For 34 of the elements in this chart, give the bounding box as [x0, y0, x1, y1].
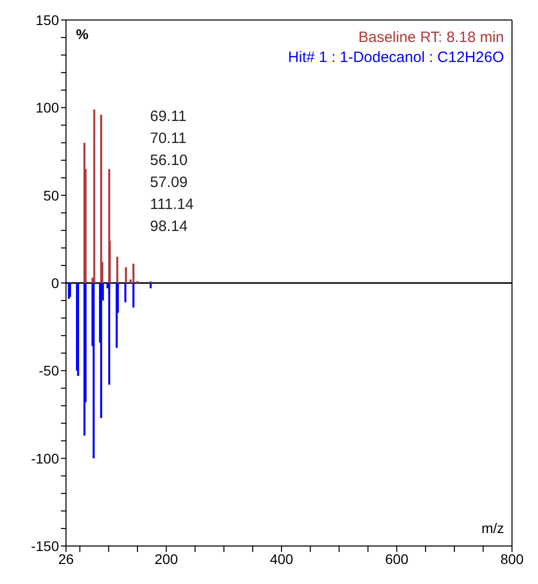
bar: [132, 264, 134, 283]
x-tick-label: 400: [270, 550, 294, 567]
y-tick-label: 150: [36, 12, 60, 28]
text: Baseline RT: 8.18 min: [357, 28, 504, 48]
y-axis-title: %: [76, 26, 88, 42]
bar: [93, 109, 96, 283]
x-tick-label: 600: [385, 550, 409, 567]
text: Hit# 1 : 1-Dodecanol : C12H26O: [288, 48, 504, 68]
x-tick-label: 800: [500, 550, 524, 567]
bar: [150, 283, 152, 288]
y-tick-label: -150: [30, 538, 60, 554]
annotation: 56.10: [150, 152, 188, 169]
bar: [100, 283, 102, 418]
bar: [124, 267, 127, 283]
y-tick-label: 50: [43, 187, 60, 204]
y-tick-label: 100: [36, 100, 60, 116]
bar: [116, 256, 118, 283]
annotation: 57.09: [150, 174, 188, 191]
bar: [132, 283, 134, 308]
bar: [100, 114, 102, 283]
annotation: 70.11: [150, 130, 186, 147]
annotation: 111.14: [150, 196, 194, 213]
annotation: 69.11: [150, 108, 186, 125]
bar: [77, 283, 80, 376]
bar: [92, 283, 95, 458]
y-tick-label: -50: [38, 362, 60, 379]
x-tick-label: 200: [154, 550, 178, 567]
bar: [124, 283, 126, 302]
y-tick-label: 0: [51, 274, 60, 291]
x-tick-label: 26: [58, 550, 74, 567]
bar: [108, 283, 110, 385]
annotation: 98.14: [150, 218, 188, 235]
y-tick-label: -100: [30, 450, 60, 466]
x-axis-title: m/z: [481, 520, 504, 536]
